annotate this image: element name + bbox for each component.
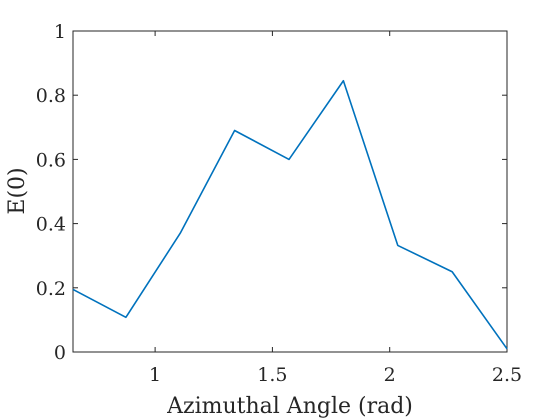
y-axis-title: E(0) bbox=[5, 167, 30, 214]
series-line bbox=[72, 79, 508, 350]
x-axis-title: Azimuthal Angle (rad) bbox=[166, 394, 413, 419]
x-tick-label: 1.5 bbox=[257, 364, 287, 386]
x-axis-ticks: 1 1.5 2 2.5 bbox=[149, 31, 522, 386]
y-axis-ticks: 0 0.2 0.4 0.6 0.8 1 bbox=[36, 21, 507, 364]
x-tick-label: 2 bbox=[384, 364, 396, 386]
x-tick-label: 1 bbox=[149, 364, 161, 386]
y-tick-label: 0 bbox=[54, 342, 66, 364]
y-tick-label: 0.6 bbox=[36, 149, 66, 171]
plot-area bbox=[72, 30, 508, 353]
y-tick-label: 0.4 bbox=[36, 214, 66, 236]
series-layer bbox=[72, 79, 508, 350]
y-tick-label: 0.8 bbox=[36, 85, 66, 107]
x-tick-label: 2.5 bbox=[492, 364, 522, 386]
y-tick-label: 1 bbox=[54, 21, 66, 43]
y-tick-label: 0.2 bbox=[36, 278, 66, 300]
